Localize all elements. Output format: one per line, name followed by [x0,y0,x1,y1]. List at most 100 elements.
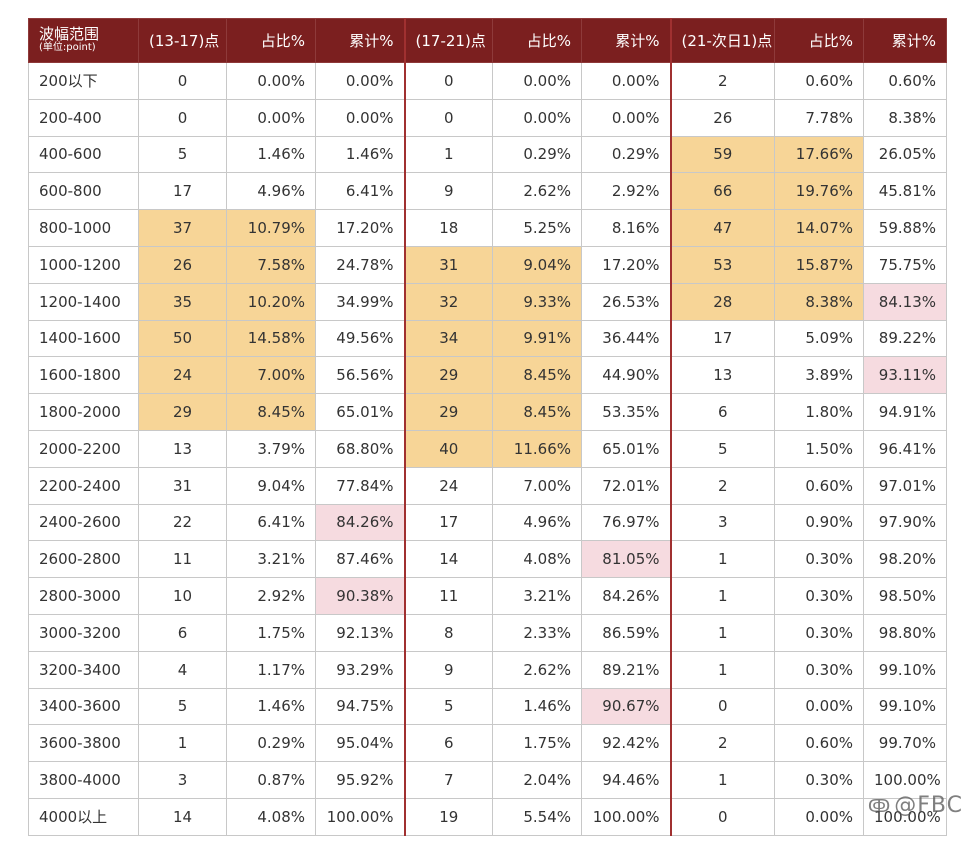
cell-cum-17-21: 2.92% [581,172,671,211]
cell-count-21-1: 2 [669,466,775,505]
cell-cum-13-17: 49.56% [315,319,405,358]
cell-cum-13-17: 84.26% [315,503,405,542]
cell-pct-13-17: 0.29% [226,724,316,763]
header-cum-17-21: 累计% [581,18,671,63]
table-row: 200-400 0 0.00% 0.00% 0 0.00% 0.00% 26 7.78% 8.38… [28,98,947,137]
cell-cum-21-1: 26.05% [863,135,947,174]
cell-cum-17-21: 100.00% [581,797,671,836]
cell-cum-21-1: 75.75% [863,245,947,284]
cell-count-21-1: 66 [669,172,775,211]
cell-count-13-17: 10 [138,577,227,615]
cell-pct-17-21: 11.66% [492,429,582,468]
cell-range: 3000-3200 [28,613,139,652]
cell-cum-13-17: 77.84% [315,466,405,505]
cell-cum-13-17: 0.00% [315,62,405,100]
cell-pct-13-17: 1.17% [226,650,316,689]
cell-count-17-21: 18 [403,209,493,247]
cell-count-21-1: 53 [669,245,775,284]
cell-cum-17-21: 36.44% [581,319,671,358]
cell-count-17-21: 40 [403,429,493,468]
table-row: 2800-3000 10 2.92% 90.38% 11 3.21% 84.26% 1 0.30… [28,577,947,615]
cell-range: 2600-2800 [28,540,139,579]
header-pct-21-1: 占比% [774,18,864,63]
cell-count-13-17: 37 [138,209,227,247]
table-row: 1400-1600 50 14.58% 49.56% 34 9.91% 36.44% 17 5.… [28,319,947,358]
cell-count-13-17: 3 [138,761,227,799]
cell-pct-17-21: 9.33% [492,282,582,321]
table-row: 4000以上 14 4.08% 100.00% 19 5.54% 100.00% 0 0.00%… [28,797,947,836]
cell-count-13-17: 1 [138,724,227,763]
cell-count-17-21: 6 [403,724,493,763]
cell-cum-17-21: 65.01% [581,429,671,468]
cell-range: 1000-1200 [28,245,139,284]
cell-cum-13-17: 56.56% [315,356,405,395]
cell-range: 3200-3400 [28,650,139,689]
cell-pct-21-1: 3.89% [774,356,864,395]
cell-pct-17-21: 5.25% [492,209,582,247]
cell-cum-13-17: 6.41% [315,172,405,211]
cell-count-13-17: 29 [138,393,227,431]
cell-pct-21-1: 0.30% [774,613,864,652]
cell-count-17-21: 24 [403,466,493,505]
cell-pct-21-1: 1.80% [774,393,864,431]
cell-pct-17-21: 4.96% [492,503,582,542]
cell-pct-13-17: 7.58% [226,245,316,284]
cell-cum-21-1: 98.50% [863,577,947,615]
cell-pct-21-1: 0.30% [774,577,864,615]
cell-cum-13-17: 68.80% [315,429,405,468]
table-row: 200以下 0 0.00% 0.00% 0 0.00% 0.00% 2 0.60% 0.60% [28,62,947,100]
cell-count-21-1: 1 [669,577,775,615]
cell-cum-21-1: 100.00% [863,797,947,836]
cell-count-13-17: 31 [138,466,227,505]
cell-count-17-21: 0 [403,62,493,100]
cell-pct-13-17: 10.79% [226,209,316,247]
cell-pct-21-1: 0.60% [774,466,864,505]
cell-count-21-1: 1 [669,761,775,799]
cell-pct-21-1: 7.78% [774,98,864,137]
cell-cum-13-17: 95.04% [315,724,405,763]
cell-range: 600-800 [28,172,139,211]
cell-count-17-21: 14 [403,540,493,579]
table-row: 3200-3400 4 1.17% 93.29% 9 2.62% 89.21% 1 0.30% 9… [28,650,947,689]
cell-pct-17-21: 8.45% [492,393,582,431]
cell-range: 2000-2200 [28,429,139,468]
cell-cum-21-1: 97.90% [863,503,947,542]
cell-pct-21-1: 0.00% [774,797,864,836]
cell-range: 3400-3600 [28,687,139,726]
table-row: 800-1000 37 10.79% 17.20% 18 5.25% 8.16% 47 14.0… [28,209,947,247]
cell-pct-21-1: 5.09% [774,319,864,358]
cell-cum-13-17: 90.38% [315,577,405,615]
cell-pct-13-17: 0.87% [226,761,316,799]
cell-count-13-17: 4 [138,650,227,689]
cell-cum-13-17: 65.01% [315,393,405,431]
cell-cum-21-1: 99.10% [863,650,947,689]
cell-range: 2400-2600 [28,503,139,542]
cell-cum-21-1: 98.20% [863,540,947,579]
cell-pct-13-17: 1.46% [226,135,316,174]
cell-count-17-21: 7 [403,761,493,799]
cell-count-13-17: 35 [138,282,227,321]
cell-cum-13-17: 93.29% [315,650,405,689]
cell-cum-17-21: 0.29% [581,135,671,174]
cell-pct-21-1: 14.07% [774,209,864,247]
table-row: 3000-3200 6 1.75% 92.13% 8 2.33% 86.59% 1 0.30% 9… [28,613,947,652]
cell-cum-17-21: 92.42% [581,724,671,763]
cell-count-13-17: 22 [138,503,227,542]
cell-cum-17-21: 8.16% [581,209,671,247]
header-cum-13-17: 累计% [315,18,405,63]
cell-count-17-21: 19 [403,797,493,836]
cell-count-21-1: 5 [669,429,775,468]
cell-range: 1800-2000 [28,393,139,431]
cell-count-17-21: 11 [403,577,493,615]
cell-range: 2200-2400 [28,466,139,505]
header-range-unit: (单位:point) [39,42,96,54]
table-header: 波幅范围 (单位:point) (13-17)点 占比% 累计% (17-21)… [28,18,947,63]
cell-count-13-17: 0 [138,98,227,137]
cell-pct-21-1: 0.30% [774,650,864,689]
cell-pct-21-1: 8.38% [774,282,864,321]
cell-count-17-21: 8 [403,613,493,652]
table-row: 400-600 5 1.46% 1.46% 1 0.29% 0.29% 59 17.66% 26.… [28,135,947,174]
cell-range: 3600-3800 [28,724,139,763]
cell-count-21-1: 13 [669,356,775,395]
cell-cum-13-17: 87.46% [315,540,405,579]
